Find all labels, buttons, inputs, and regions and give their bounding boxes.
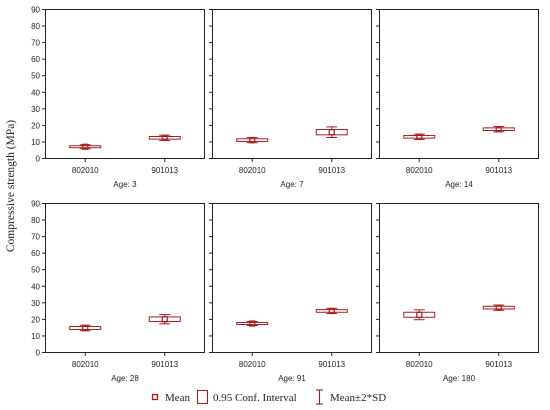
ci-box xyxy=(148,316,181,323)
panel: 802010 901013 Age: 14 xyxy=(376,9,539,189)
y-tick-label: 50 xyxy=(31,72,40,81)
ci-box xyxy=(236,322,269,326)
panel-frame xyxy=(45,203,205,353)
x-tick-label: 901013 xyxy=(485,166,512,175)
ci-box xyxy=(482,305,515,310)
y-tick-label: 40 xyxy=(31,88,40,97)
legend-ci-label: 0.95 Conf. Interval xyxy=(213,392,297,404)
y-tick-label: 20 xyxy=(31,121,40,130)
ci-box xyxy=(69,326,102,330)
y-tick-label: 0 xyxy=(36,155,41,164)
ci-box xyxy=(315,129,348,136)
mean-marker xyxy=(328,307,335,315)
y-tick-label: 50 xyxy=(31,266,40,275)
legend: Mean 0.95 Conf. Interval Mean±2*SD xyxy=(151,389,386,405)
panel-frame xyxy=(45,9,205,159)
x-tick-label: 901013 xyxy=(151,360,178,369)
legend-sd-marker xyxy=(316,389,323,405)
x-tick-label: 802010 xyxy=(406,360,433,369)
panel-label: Age: 180 xyxy=(443,374,476,383)
y-tick-label: 60 xyxy=(31,249,40,258)
y-tick-label: 20 xyxy=(31,315,40,324)
mean-marker xyxy=(82,324,89,332)
x-tick-label: 802010 xyxy=(406,166,433,175)
y-tick-label: 70 xyxy=(31,233,40,242)
panel-label: Age: 91 xyxy=(278,374,306,383)
y-tick-label: 70 xyxy=(31,39,40,48)
ci-box xyxy=(148,135,181,140)
y-tick-label: 80 xyxy=(31,216,40,225)
mean-marker xyxy=(416,133,423,140)
panel: 802010 901013 Age: 7 xyxy=(209,9,372,189)
x-tick-label: 802010 xyxy=(72,360,99,369)
ci-box xyxy=(315,309,348,313)
ci-box xyxy=(236,138,269,142)
panel: 802010 901013 Age: 91 xyxy=(209,203,372,383)
x-tick-label: 802010 xyxy=(239,166,266,175)
x-tick-label: 901013 xyxy=(151,166,178,175)
panel-frame xyxy=(212,203,372,353)
panel-label: Age: 28 xyxy=(111,374,139,383)
panel-label: Age: 3 xyxy=(113,180,137,189)
legend-ci-marker xyxy=(196,389,209,405)
panel-frame xyxy=(379,9,539,159)
mean-marker xyxy=(328,129,335,136)
mean-marker xyxy=(416,311,423,318)
panel-frame xyxy=(212,9,372,159)
legend-mean-label: Mean xyxy=(165,392,191,404)
ci-box xyxy=(482,127,515,132)
mean-marker xyxy=(82,143,89,150)
y-axis-label: Compressive strength (MPa) xyxy=(5,120,17,252)
mean-marker xyxy=(495,304,502,311)
panel: 0 10 20 30 40 50 60 70 80 90 802010 901013 Age: 28 xyxy=(31,200,205,383)
mean-marker xyxy=(161,316,168,323)
y-tick-label: 30 xyxy=(31,105,40,114)
ci-box xyxy=(69,145,102,149)
legend-mean-marker xyxy=(151,393,159,401)
x-tick-label: 901013 xyxy=(318,360,345,369)
y-tick-label: 10 xyxy=(31,138,40,147)
panel-frame xyxy=(379,203,539,353)
ci-box xyxy=(403,134,436,139)
x-tick-label: 901013 xyxy=(318,166,345,175)
panel-label: Age: 7 xyxy=(280,180,304,189)
mean-marker xyxy=(495,126,502,133)
panel: 802010 901013 Age: 180 xyxy=(376,203,539,383)
y-tick-label: 90 xyxy=(31,6,40,15)
x-tick-label: 901013 xyxy=(485,360,512,369)
x-tick-label: 802010 xyxy=(72,166,99,175)
panel: 0 10 20 30 40 50 60 70 80 90 802010 901013 Age: 3 xyxy=(31,6,205,189)
y-tick-label: 90 xyxy=(31,200,40,209)
y-tick-label: 60 xyxy=(31,55,40,64)
panel-label: Age: 14 xyxy=(445,180,473,189)
y-tick-label: 10 xyxy=(31,332,40,341)
y-tick-label: 30 xyxy=(31,299,40,308)
mean-marker xyxy=(249,320,256,327)
mean-marker xyxy=(249,137,256,144)
y-tick-label: 0 xyxy=(36,349,41,358)
legend-sd-label: Mean±2*SD xyxy=(330,392,386,404)
y-tick-label: 80 xyxy=(31,22,40,31)
x-tick-label: 802010 xyxy=(239,360,266,369)
ci-box xyxy=(403,311,436,318)
mean-marker xyxy=(161,134,168,141)
y-tick-label: 40 xyxy=(31,282,40,291)
